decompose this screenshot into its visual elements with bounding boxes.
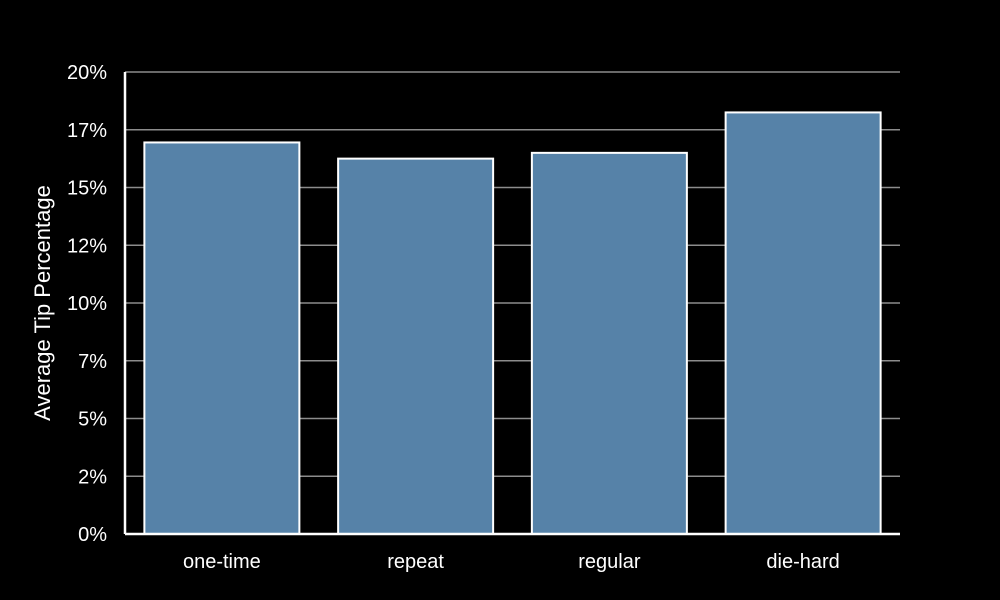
x-tick-labels: one-time repeat regular die-hard (183, 551, 840, 573)
bar-die-hard (724, 111, 882, 536)
y-tick-label-0: 0% (78, 524, 107, 546)
x-tick-label-die-hard: die-hard (766, 551, 839, 573)
y-tick-label-5: 12% (67, 235, 107, 257)
x-tick-label-repeat: repeat (387, 551, 444, 573)
y-tick-label-6: 15% (67, 178, 107, 200)
bar-regular (530, 151, 688, 535)
y-tick-label-7: 17% (67, 120, 107, 142)
x-tick-label-one-time: one-time (183, 551, 261, 573)
bar-repeat (337, 157, 495, 535)
bars (143, 111, 882, 536)
y-tick-label-1: 2% (78, 466, 107, 488)
y-axis-title: Average Tip Percentage (30, 185, 55, 421)
y-tick-labels: 0% 2% 5% 7% 10% 12% 15% 17% 20% (67, 62, 107, 546)
y-tick-label-4: 10% (67, 293, 107, 315)
y-tick-label-3: 7% (78, 351, 107, 373)
axes (123, 72, 900, 536)
x-tick-label-regular: regular (578, 551, 641, 573)
y-tick-label-8: 20% (67, 62, 107, 84)
bar-one-time (143, 141, 301, 536)
y-tick-label-2: 5% (78, 409, 107, 431)
